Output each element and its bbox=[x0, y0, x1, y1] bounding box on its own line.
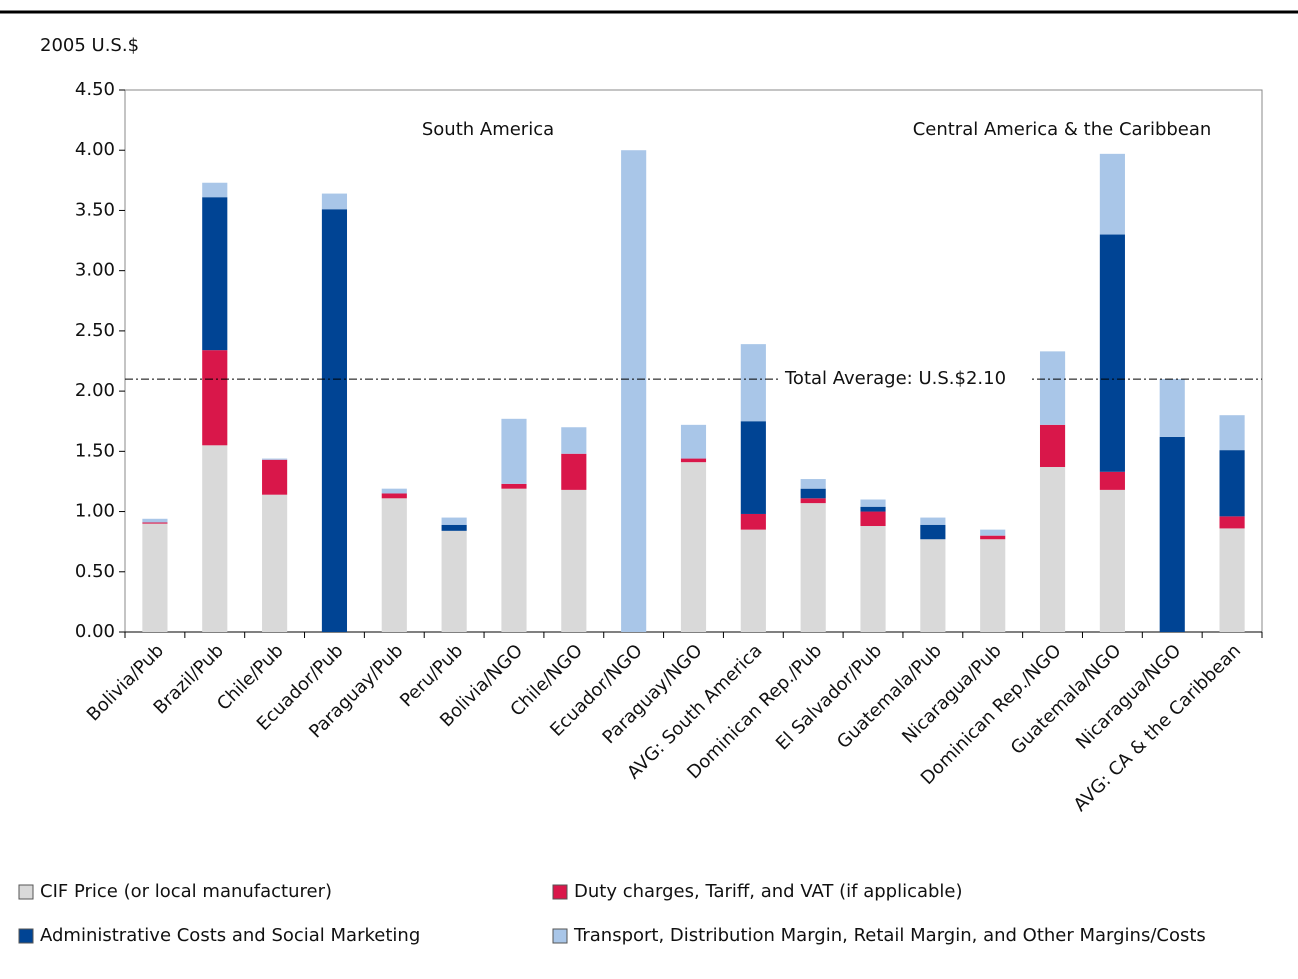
y-tick-label: 0.50 bbox=[75, 561, 115, 582]
bar-segment bbox=[980, 529, 1006, 536]
bar-segment bbox=[860, 526, 886, 632]
bar-segment bbox=[142, 518, 168, 523]
bar-segment bbox=[1219, 415, 1245, 451]
bar-segment bbox=[740, 421, 766, 514]
y-tick-label: 2.50 bbox=[75, 320, 115, 341]
bar-segment bbox=[561, 489, 587, 632]
bar-segment bbox=[680, 424, 707, 459]
y-tick-label: 1.00 bbox=[75, 501, 115, 522]
y-tick-label: 3.50 bbox=[75, 199, 115, 220]
bar-segment bbox=[800, 498, 826, 504]
bar-segment bbox=[740, 513, 766, 530]
bar-segment bbox=[1099, 489, 1125, 632]
bar-segment bbox=[1219, 450, 1245, 517]
bar-segment bbox=[441, 530, 467, 632]
bar-segment bbox=[740, 344, 766, 422]
x-tick-label: Guatemala/Pub bbox=[833, 640, 946, 753]
legend-swatch bbox=[18, 884, 34, 900]
legend-swatch bbox=[18, 928, 34, 944]
legend-label: Transport, Distribution Margin, Retail M… bbox=[573, 925, 1206, 946]
legend-swatch bbox=[552, 884, 568, 900]
bar-segment bbox=[321, 193, 348, 210]
bar-segment bbox=[262, 459, 288, 495]
bar-segment bbox=[920, 524, 946, 540]
bar-segment bbox=[1039, 424, 1066, 467]
bar-segment bbox=[142, 522, 168, 524]
bar-segment bbox=[262, 458, 288, 460]
bar-segment bbox=[262, 494, 288, 632]
bar-segment bbox=[1039, 466, 1066, 632]
x-tick-label: Guatemala/NGO bbox=[1007, 640, 1126, 759]
bar-segment bbox=[441, 524, 467, 531]
bar-segment bbox=[1099, 153, 1125, 235]
bar-segment bbox=[800, 488, 826, 499]
bar-segment bbox=[621, 150, 647, 632]
bar-segment bbox=[920, 517, 946, 525]
annotation: Central America & the Caribbean bbox=[913, 119, 1212, 140]
bar-segment bbox=[1099, 471, 1125, 490]
bar-segment bbox=[501, 488, 527, 632]
bar-segment bbox=[1219, 528, 1245, 632]
reference-label: Total Average: U.S.$2.10 bbox=[784, 368, 1006, 389]
bar-segment bbox=[321, 209, 348, 633]
reference-label-bg bbox=[778, 365, 1032, 394]
y-tick-label: 4.00 bbox=[75, 139, 115, 160]
bar-segment bbox=[202, 350, 228, 446]
y-tick-label: 3.00 bbox=[75, 260, 115, 281]
bar-segment bbox=[860, 506, 886, 512]
bar-segment bbox=[381, 488, 407, 494]
y-tick-label: 1.50 bbox=[75, 440, 115, 461]
bar-segment bbox=[860, 499, 886, 507]
bar-segment bbox=[800, 479, 826, 489]
legend-label: Administrative Costs and Social Marketin… bbox=[40, 925, 420, 946]
bar-segment bbox=[501, 418, 527, 484]
y-axis-label: 2005 U.S.$ bbox=[40, 35, 139, 56]
legend-label: Duty charges, Tariff, and VAT (if applic… bbox=[574, 881, 963, 902]
legend-label: CIF Price (or local manufacturer) bbox=[40, 881, 332, 902]
bar-segment bbox=[920, 539, 946, 632]
bar-segment bbox=[740, 529, 766, 632]
bar-segment bbox=[561, 453, 587, 490]
y-tick-label: 0.00 bbox=[75, 621, 115, 642]
bar-segment bbox=[142, 523, 168, 632]
bar-segment bbox=[501, 483, 527, 489]
x-tick-label: Nicaragua/NGO bbox=[1072, 640, 1185, 753]
bar-segment bbox=[1099, 234, 1125, 472]
bar-segment bbox=[860, 511, 886, 527]
bar-segment bbox=[202, 197, 228, 351]
bar-segment bbox=[441, 517, 467, 525]
bar-segment bbox=[561, 427, 587, 454]
bar-segment bbox=[202, 182, 228, 198]
bar-segment bbox=[381, 498, 407, 632]
bar-segment bbox=[202, 445, 228, 632]
bar-segment bbox=[1159, 436, 1185, 632]
legend-swatch bbox=[552, 928, 568, 944]
annotation: South America bbox=[422, 119, 554, 140]
bar-segment bbox=[980, 535, 1006, 540]
y-tick-label: 4.50 bbox=[75, 79, 115, 100]
bar-segment bbox=[680, 462, 707, 632]
bar-segment bbox=[381, 493, 407, 499]
bar-segment bbox=[1159, 379, 1185, 437]
x-tick-label: El Salvador/Pub bbox=[772, 640, 886, 754]
bar-segment bbox=[980, 539, 1006, 632]
bar-segment bbox=[800, 503, 826, 632]
x-tick-label: Bolivia/Pub bbox=[83, 640, 168, 725]
bar-segment bbox=[1039, 351, 1066, 425]
y-tick-label: 2.00 bbox=[75, 380, 115, 401]
bar-segment bbox=[680, 458, 707, 463]
bar-segment bbox=[1219, 516, 1245, 529]
